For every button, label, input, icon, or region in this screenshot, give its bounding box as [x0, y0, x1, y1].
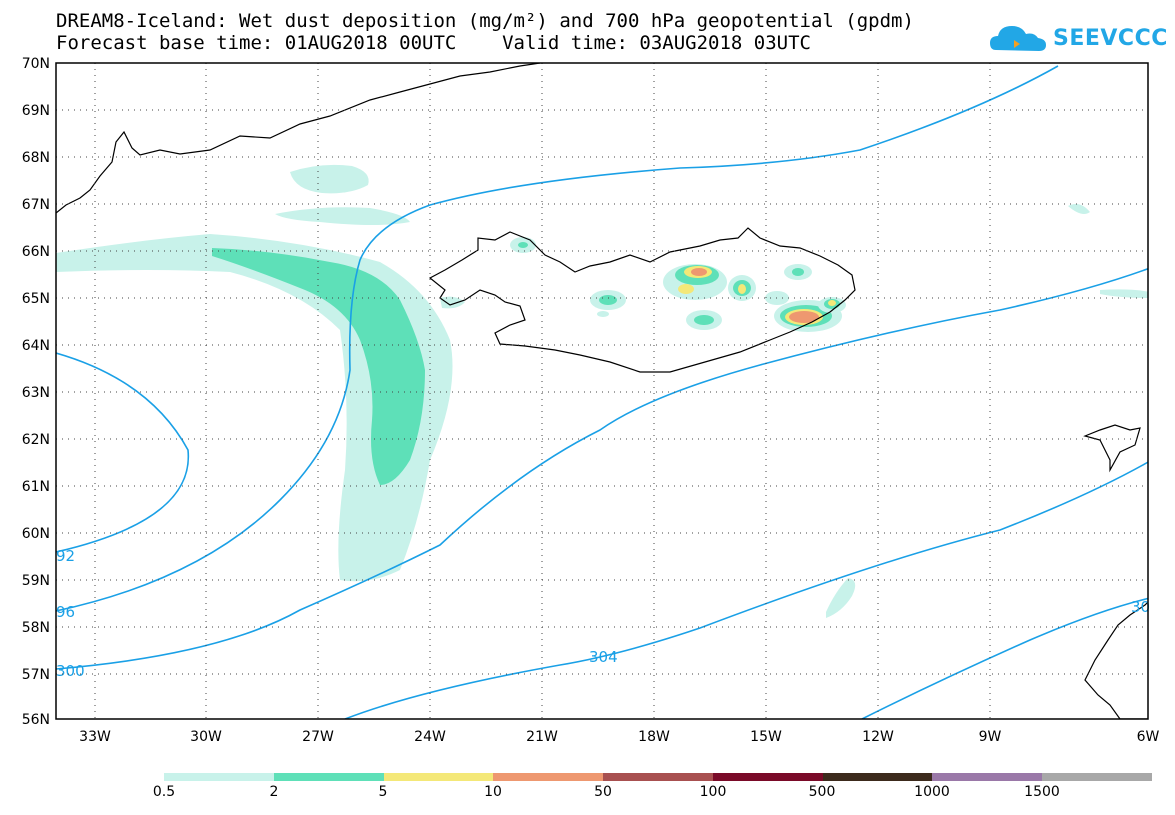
legend-label: 1500 — [1024, 784, 1060, 800]
legend-label: 5 — [378, 784, 388, 800]
lat-label: 67N — [22, 197, 50, 213]
map-subtitle: Forecast base time: 01AUG2018 00UTC Vali… — [56, 32, 811, 54]
lon-label: 9W — [979, 729, 1002, 745]
lon-label: 33W — [79, 729, 111, 745]
legend-label: 0.5 — [152, 784, 176, 800]
lon-label: 15W — [750, 729, 782, 745]
legend-label: 2 — [269, 784, 279, 800]
lat-label: 68N — [22, 150, 50, 166]
map-title: DREAM8-Iceland: Wet dust deposition (mg/… — [56, 10, 914, 32]
logo-text: SEEVCCC — [1053, 26, 1168, 51]
lon-label: 27W — [302, 729, 334, 745]
legend-swatch — [1042, 773, 1153, 781]
geopotential-contours — [56, 65, 1148, 719]
lat-label: 66N — [22, 244, 50, 260]
lon-label: 30W — [190, 729, 222, 745]
lat-label: 58N — [22, 620, 50, 636]
legend-label: 50 — [594, 784, 612, 800]
lat-label: 60N — [22, 526, 50, 542]
legend-swatch — [164, 773, 274, 781]
seevccc-cloud-logo-icon — [990, 26, 1046, 51]
lat-label: 59N — [22, 573, 50, 589]
legend-swatch — [383, 773, 494, 781]
lat-label: 63N — [22, 385, 50, 401]
lat-label: 61N — [22, 479, 50, 495]
lat-label: 70N — [22, 56, 50, 72]
lon-label: 24W — [414, 729, 446, 745]
legend-swatch — [712, 773, 823, 781]
lon-label: 18W — [638, 729, 670, 745]
lon-label: 12W — [862, 729, 894, 745]
legend-swatch — [273, 773, 384, 781]
lat-label: 65N — [22, 291, 50, 307]
contour-label-96: 96 — [56, 603, 75, 621]
legend-label: 1000 — [914, 784, 950, 800]
contour-label-300: 300 — [56, 662, 85, 680]
contour-label-92: 92 — [56, 547, 75, 565]
coastlines — [56, 63, 1148, 719]
dust-deposition-shading — [56, 164, 1148, 618]
legend-swatch — [822, 773, 933, 781]
lon-label: 21W — [526, 729, 558, 745]
latitude-labels: 70N 69N 68N 67N 66N 65N 64N 63N 62N 61N … — [22, 56, 50, 728]
lat-label: 64N — [22, 338, 50, 354]
contour-label-304: 304 — [589, 648, 618, 666]
graticule — [56, 63, 1148, 719]
legend-swatch — [493, 773, 604, 781]
color-legend-bar — [164, 773, 1153, 781]
lat-label: 69N — [22, 103, 50, 119]
legend-swatch — [932, 773, 1043, 781]
plot-frame — [55, 62, 1149, 720]
legend-label: 100 — [699, 784, 727, 800]
legend-label: 10 — [484, 784, 502, 800]
lat-label: 57N — [22, 667, 50, 683]
lat-label: 56N — [22, 712, 50, 728]
longitude-labels: 33W 30W 27W 24W 21W 18W 15W 12W 9W 6W — [79, 729, 1159, 745]
contour-label-30: 30 — [1131, 598, 1150, 616]
lon-label: 6W — [1137, 729, 1160, 745]
legend-swatch — [603, 773, 713, 781]
legend-label: 500 — [808, 784, 836, 800]
contour-labels: 304 92 96 300 30 — [56, 547, 1150, 680]
lat-label: 62N — [22, 432, 50, 448]
